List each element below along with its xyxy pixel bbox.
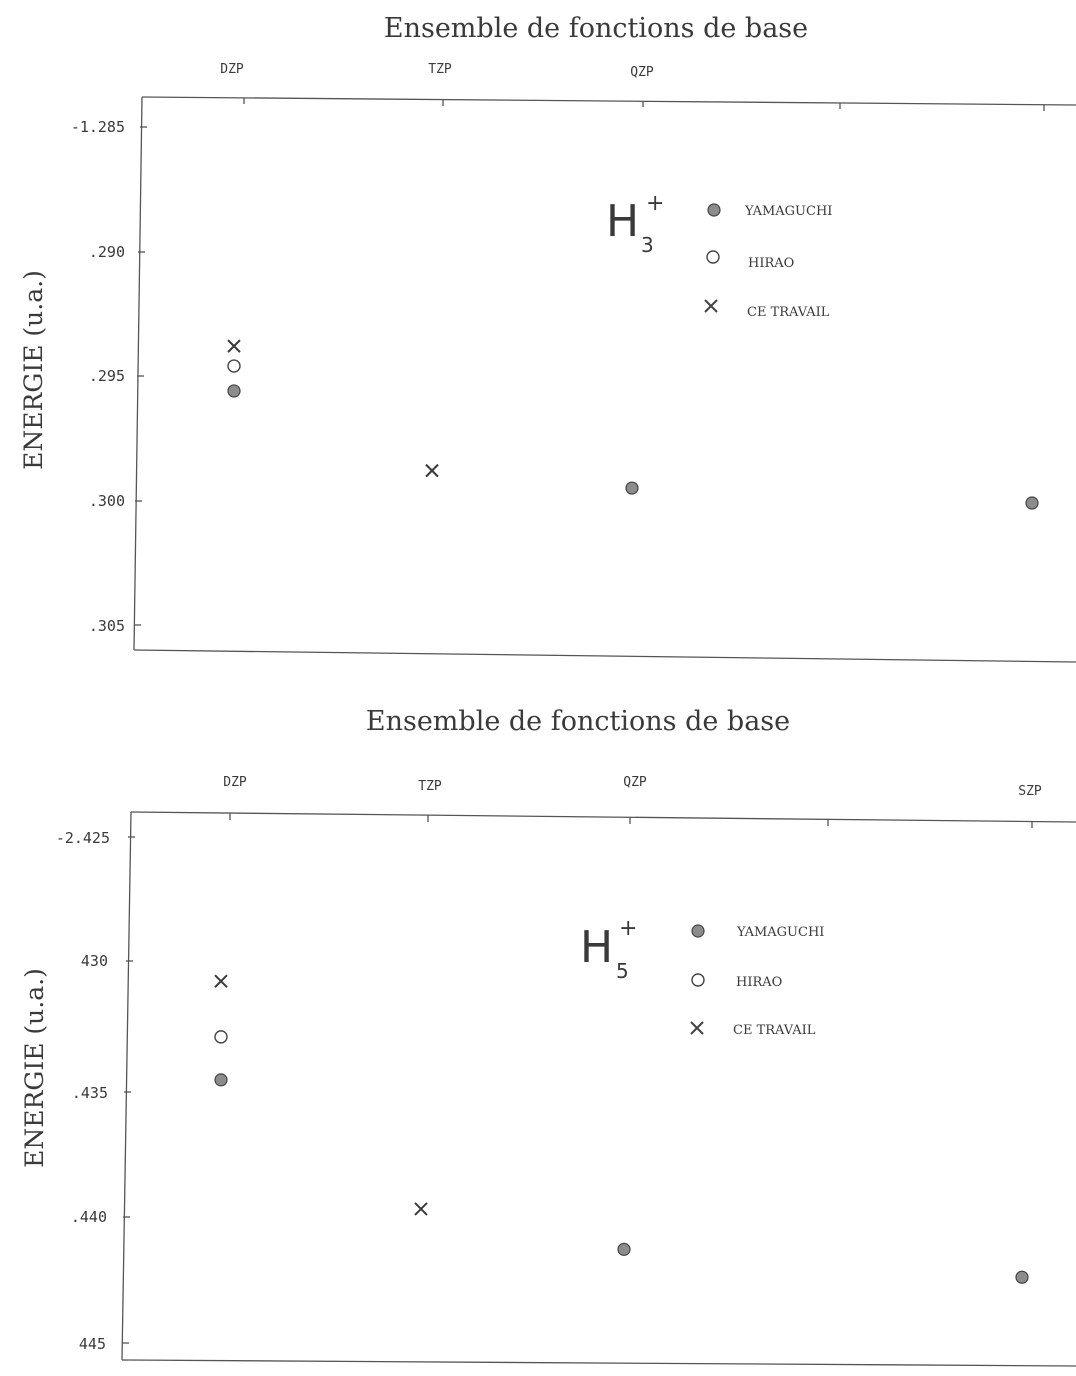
legend-marker-hirao bbox=[706, 250, 720, 264]
data-points bbox=[227, 339, 1039, 510]
data-point-yamaguchi-szp bbox=[1025, 496, 1039, 510]
y-tick-labels: -2.425 430 .435 .440 445 bbox=[56, 829, 110, 1353]
legend-label-yamaguchi: YAMAGUCHI bbox=[744, 204, 832, 219]
data-point-yamaguchi-qzp bbox=[625, 481, 639, 495]
legend: YAMAGUCHI HIRAO CE TRAVAIL bbox=[690, 924, 824, 1038]
chart-title: Ensemble de fonctions de base bbox=[384, 13, 808, 44]
chart-title: Ensemble de fonctions de base bbox=[366, 706, 790, 737]
left-axis-line bbox=[133, 96, 143, 651]
chart-h5: Ensemble de fonctions de base ENERGIE (u… bbox=[20, 706, 1076, 1367]
x-tick-labels: DZP TZP QZP SZP bbox=[223, 775, 1042, 799]
x-tick-label-tzp: TZP bbox=[418, 779, 442, 794]
legend-label-yamaguchi: YAMAGUCHI bbox=[736, 925, 824, 940]
data-point-yamaguchi-dzp bbox=[227, 384, 241, 398]
y-axis-label: ENERGIE (u.a.) bbox=[19, 270, 48, 470]
x-tick-label-tzp: TZP bbox=[428, 62, 452, 77]
y-tick-label: .290 bbox=[89, 243, 125, 261]
molecule-label: H 3 + bbox=[606, 191, 664, 257]
chart-h3: Ensemble de fonctions de base ENERGIE (u… bbox=[19, 13, 1076, 663]
molecule-symbol: H bbox=[580, 922, 613, 973]
x-tick-label-dzp: DZP bbox=[220, 62, 244, 77]
data-point-yamaguchi-szp bbox=[1015, 1270, 1029, 1284]
y-tick-label: .435 bbox=[72, 1084, 108, 1102]
molecule-symbol: H bbox=[606, 196, 639, 247]
legend-marker-ce-travail bbox=[690, 1021, 704, 1035]
data-point-hirao-dzp bbox=[227, 359, 241, 373]
legend-label-ce-travail: CE TRAVAIL bbox=[733, 1023, 816, 1038]
x-tick-label-qzp: QZP bbox=[630, 65, 654, 80]
data-point-hirao-dzp bbox=[214, 1030, 228, 1044]
data-points bbox=[214, 974, 1029, 1284]
data-point-ce-travail-tzp bbox=[425, 463, 439, 478]
legend-marker-ce-travail bbox=[704, 299, 718, 313]
y-tick-label: 430 bbox=[81, 952, 108, 970]
legend-marker-hirao bbox=[691, 973, 705, 987]
y-tick-label: .300 bbox=[89, 492, 125, 510]
top-axis-line bbox=[141, 96, 1076, 106]
legend-label-ce-travail: CE TRAVAIL bbox=[747, 305, 830, 320]
x-tick-label-szp: SZP bbox=[1018, 784, 1042, 799]
legend-marker-yamaguchi bbox=[691, 924, 705, 938]
y-tick-label: .305 bbox=[89, 617, 125, 635]
data-point-ce-travail-dzp bbox=[214, 974, 228, 988]
y-tick-labels: -1.285 .290 .295 .300 .305 bbox=[71, 118, 125, 635]
legend-marker-yamaguchi bbox=[707, 203, 721, 217]
top-axis-line bbox=[130, 811, 1076, 823]
data-point-yamaguchi-dzp bbox=[214, 1073, 228, 1087]
y-tick-label: -2.425 bbox=[56, 829, 110, 847]
molecule-superscript: + bbox=[646, 191, 664, 216]
y-axis-label: ENERGIE (u.a.) bbox=[20, 968, 49, 1168]
legend-label-hirao: HIRAO bbox=[736, 975, 782, 990]
y-tick-label: -1.285 bbox=[71, 118, 125, 136]
bottom-axis-line bbox=[133, 649, 1076, 663]
legend: YAMAGUCHI HIRAO CE TRAVAIL bbox=[704, 203, 832, 320]
molecule-label: H 5 + bbox=[580, 916, 637, 983]
x-tick-label-dzp: DZP bbox=[223, 775, 247, 790]
y-tick-label: .295 bbox=[89, 367, 125, 385]
molecule-subscript: 3 bbox=[641, 233, 654, 257]
plot-frame bbox=[121, 811, 1076, 1367]
legend-label-hirao: HIRAO bbox=[748, 256, 794, 271]
y-tick-label: 445 bbox=[79, 1335, 106, 1353]
x-tick-label-qzp: QZP bbox=[623, 775, 647, 790]
data-point-ce-travail-dzp bbox=[227, 339, 241, 353]
molecule-superscript: + bbox=[619, 916, 637, 941]
y-tick-label: .440 bbox=[71, 1208, 107, 1226]
data-point-ce-travail-tzp bbox=[414, 1202, 428, 1216]
plot-frame bbox=[133, 96, 1076, 663]
bottom-axis-line bbox=[121, 1359, 1076, 1367]
left-axis-line bbox=[121, 811, 132, 1361]
x-tick-labels: DZP TZP QZP bbox=[220, 62, 654, 80]
data-point-yamaguchi-qzp bbox=[617, 1242, 631, 1256]
molecule-subscript: 5 bbox=[616, 959, 629, 983]
